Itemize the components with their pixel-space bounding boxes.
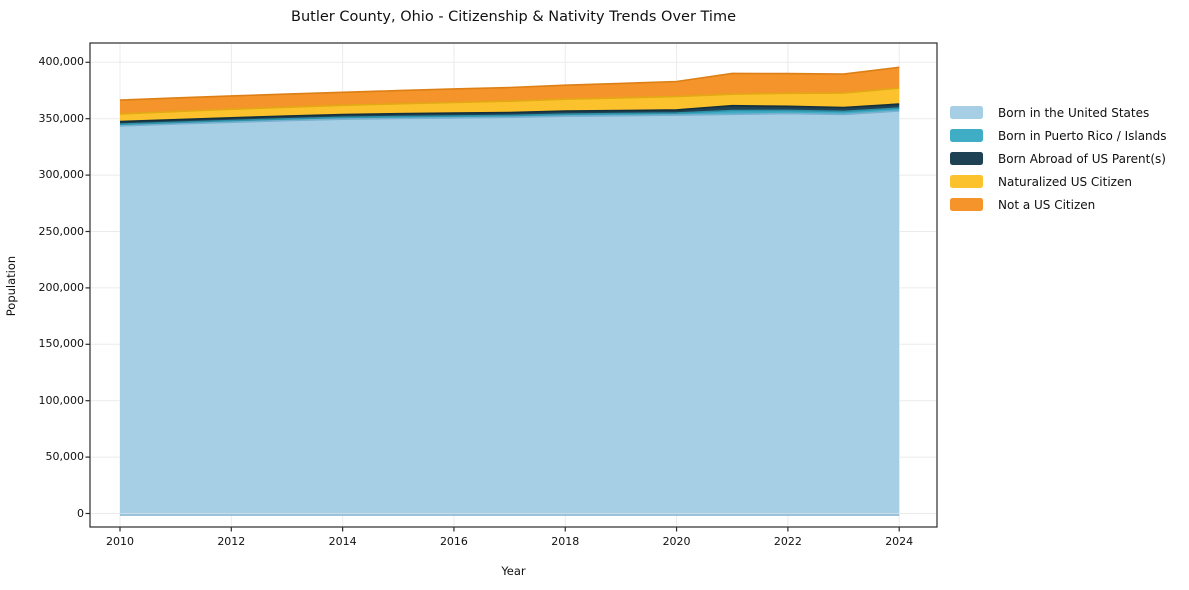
axes-spines	[89, 42, 938, 528]
area-edge	[119, 87, 900, 115]
y-tick-label: 0	[77, 506, 84, 520]
legend-swatch-icon	[950, 152, 983, 165]
legend-item: Born Abroad of US Parent(s)	[950, 147, 1167, 170]
x-tick-label: 2024	[885, 535, 914, 548]
x-tick-label: 2018	[551, 535, 580, 548]
area-born-abroad-of-us-parent-s-	[120, 104, 900, 125]
area-edge	[119, 107, 900, 125]
x-tick-label: 2016	[439, 535, 468, 548]
legend-swatch-icon	[950, 129, 983, 142]
legend-label: Born in Puerto Rico / Islands	[998, 128, 1167, 143]
y-tick-label: 200,000	[38, 280, 85, 294]
area-edge	[119, 110, 900, 127]
y-tick-label: 350,000	[38, 111, 85, 125]
legend-label: Born Abroad of US Parent(s)	[998, 151, 1166, 166]
x-tick-label: 2022	[773, 535, 802, 548]
y-tick-label: 400,000	[38, 55, 85, 69]
area-born-in-the-united-states	[120, 111, 900, 514]
x-tick-label: 2014	[328, 535, 357, 548]
y-tick-label: 50,000	[45, 450, 85, 464]
legend-swatch-icon	[950, 198, 983, 211]
legend-item: Naturalized US Citizen	[950, 170, 1167, 193]
y-tick-label: 150,000	[38, 337, 85, 351]
legend-swatch-icon	[950, 175, 983, 188]
legend-label: Not a US Citizen	[998, 197, 1096, 212]
x-tick-label: 2010	[106, 535, 134, 548]
legend-item: Born in the United States	[950, 101, 1167, 124]
x-tick-label: 2012	[217, 535, 246, 548]
area-edge	[119, 103, 900, 123]
area-not-a-us-citizen	[120, 67, 900, 114]
area-edge	[119, 66, 900, 101]
area-naturalized-us-citizen	[120, 88, 900, 122]
legend-item: Born in Puerto Rico / Islands	[950, 124, 1167, 147]
chart-title: Butler County, Ohio - Citizenship & Nati…	[291, 9, 736, 25]
legend-item: Not a US Citizen	[950, 193, 1167, 216]
x-tick-label: 2020	[662, 535, 691, 548]
y-axis-title: Population	[4, 255, 18, 317]
chart-legend: Born in the United States Born in Puerto …	[950, 101, 1167, 216]
x-axis-title: Year	[501, 564, 526, 578]
legend-label: Born in the United States	[998, 105, 1150, 120]
y-tick-label: 100,000	[38, 393, 85, 407]
y-tick-label: 300,000	[38, 168, 85, 182]
legend-label: Naturalized US Citizen	[998, 174, 1132, 189]
y-tick-label: 250,000	[38, 224, 85, 238]
legend-swatch-icon	[950, 106, 983, 119]
